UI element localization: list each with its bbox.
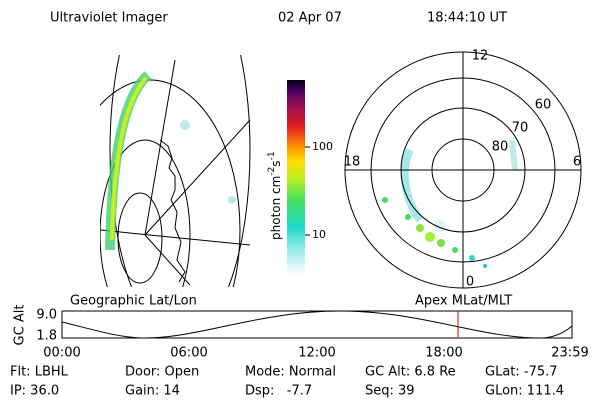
timeline-ytick: 9.0 (36, 308, 57, 323)
colorbar-tick-label: 10 (312, 228, 326, 241)
grid-line (144, 59, 176, 236)
timeline-xtick: 23:59 (551, 346, 588, 361)
grid-arc (100, 139, 191, 287)
mlt-label: 0 (466, 275, 474, 290)
timeline-ytick: 1.8 (36, 329, 57, 344)
info-field: GLon: 111.4 (485, 384, 564, 399)
ring-label: 70 (512, 121, 529, 136)
grid-arc (117, 192, 163, 284)
unit-base: photon cm (269, 176, 283, 240)
info-panel: Flt: LBHL Door: Open Mode: Normal GC Alt: 6… (10, 365, 564, 399)
aurora-spot (180, 120, 190, 130)
timeline-frame (61, 310, 573, 339)
geographic-image (100, 55, 251, 287)
info-field: Flt: LBHL (10, 365, 69, 380)
header: Ultraviolet Imager 02 Apr 07 18:44:10 UT (50, 11, 507, 26)
grid-arc (100, 79, 241, 287)
aurora-spot (228, 196, 236, 204)
mlt-label: 6 (573, 155, 581, 170)
colorbar-scale (287, 80, 305, 275)
panel-title: Apex MLat/MLT (415, 294, 512, 309)
unit-exp: -2 (267, 167, 277, 176)
info-field: GC Alt: 6.8 Re (365, 365, 456, 380)
grid-line (144, 119, 251, 236)
info-field: Mode: Normal (245, 365, 336, 380)
timeline-ylabel: GC Alt (13, 305, 28, 346)
timeline-xtick: 18:00 (425, 346, 462, 361)
info-field: GLat: -75.7 (485, 365, 558, 380)
timeline: GC Alt 9.0 1.8 00:00 06:00 12:00 18:00 2… (13, 305, 589, 361)
coastline (159, 139, 186, 283)
timeline-xtick: 06:00 (170, 346, 207, 361)
ring-label: 60 (535, 98, 552, 113)
time: 18:44:10 UT (427, 11, 507, 26)
mlt-label: 18 (344, 155, 361, 170)
instrument: Ultraviolet Imager (50, 11, 168, 26)
colorbar-tick-label: 100 (312, 140, 333, 153)
polar-plot: 12 18 6 0 60 70 80 (344, 49, 582, 290)
aurora (509, 139, 518, 171)
mlt-label: 12 (472, 49, 489, 64)
aurora (400, 148, 424, 223)
info-field: Seq: 39 (365, 384, 415, 399)
colorbar: 100 10 photon cm-2s-1 (267, 80, 333, 275)
info-field: Door: Open (125, 365, 199, 380)
unit: s (269, 160, 283, 166)
info-field: Gain: 14 (125, 384, 180, 399)
timeline-xtick: 00:00 (43, 346, 80, 361)
ring-label: 80 (492, 140, 509, 155)
info-field: IP: 36.0 (10, 384, 59, 399)
aurora-core (110, 76, 148, 241)
panel-title: Geographic Lat/Lon (70, 294, 197, 309)
grid-line (100, 229, 251, 246)
unit-exp: -1 (267, 151, 277, 160)
grid-line (144, 234, 191, 286)
date: 02 Apr 07 (278, 11, 342, 26)
altitude-curve (62, 311, 572, 339)
colorbar-label: photon cm-2s-1 (267, 151, 283, 240)
timeline-xtick: 12:00 (298, 346, 335, 361)
info-field: Dsp: -7.7 (245, 384, 312, 399)
grid-arc (109, 55, 251, 287)
